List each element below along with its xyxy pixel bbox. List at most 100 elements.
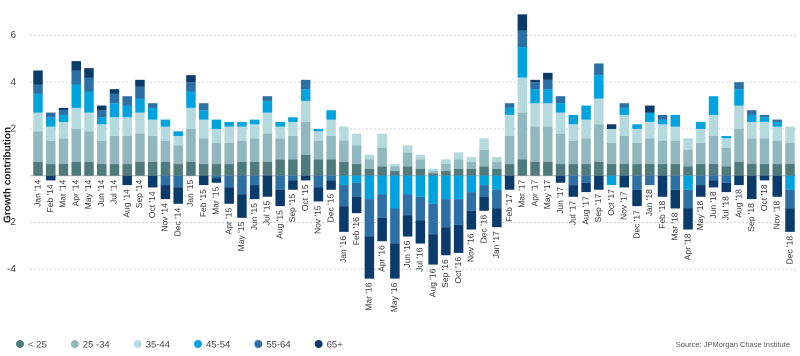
bar-segment <box>696 164 706 176</box>
bar-segment <box>402 175 413 195</box>
bar-segment <box>645 105 655 113</box>
bar-segment <box>288 175 298 181</box>
bar-segment <box>453 224 464 253</box>
bar-segment <box>288 121 298 136</box>
bar-segment <box>377 133 387 148</box>
bar-segment <box>71 128 81 162</box>
x-tick-label: Nov '17 <box>619 191 629 220</box>
bar-segment <box>581 164 591 176</box>
legend-label: 45-54 <box>206 340 230 351</box>
bar-segment <box>708 180 719 188</box>
bar-segment <box>581 175 591 183</box>
bar-segment <box>45 175 56 181</box>
bar-segment <box>645 121 655 139</box>
bar-segment <box>734 161 744 176</box>
bar-segment <box>594 161 604 176</box>
bar-segment <box>288 180 298 190</box>
bar-segment <box>262 112 273 134</box>
bar-segment <box>402 152 413 167</box>
bar-segment <box>109 103 120 118</box>
bar-segment <box>619 175 630 188</box>
bar-segment <box>619 103 630 108</box>
bar-segment <box>313 140 324 160</box>
bar-segment <box>721 166 732 176</box>
bar-segment <box>122 96 132 106</box>
bar-segment <box>249 161 260 176</box>
bar-segment <box>224 142 234 165</box>
bar-segment <box>135 133 145 162</box>
bar-segment <box>517 77 528 113</box>
x-tick-label: Jun '17 <box>555 186 565 213</box>
bar-segment <box>632 189 642 207</box>
bar-segment <box>262 175 273 197</box>
bar-segment <box>441 171 451 176</box>
bar-segment <box>594 175 604 190</box>
bar-segment <box>33 93 43 113</box>
bar-segment <box>530 161 540 176</box>
bar-segment <box>135 161 145 176</box>
bar-segment <box>135 86 145 99</box>
bar-segment <box>555 175 566 183</box>
bar-segment <box>747 121 757 139</box>
bar-segment <box>734 82 744 90</box>
bar-segment <box>160 126 171 141</box>
bar-segment <box>109 135 120 165</box>
bar-segment <box>300 154 311 176</box>
bar-segment <box>377 175 387 195</box>
bar-segment <box>198 110 209 120</box>
bar-segment <box>211 142 222 165</box>
bar-segment <box>772 119 783 122</box>
bar-segment <box>466 157 477 162</box>
bar-segment <box>479 196 489 211</box>
bar-segment <box>109 164 120 176</box>
bar-segment <box>351 164 362 176</box>
bar-segment <box>402 194 413 216</box>
bar-segment <box>173 187 183 204</box>
x-tick-label: May '17 <box>542 179 552 209</box>
bar-segment <box>696 142 706 165</box>
bar-segment <box>670 126 681 141</box>
bar-segment <box>211 175 222 179</box>
bar-segment <box>747 110 757 115</box>
bar-segment <box>734 128 744 162</box>
bar-segment <box>96 110 107 118</box>
x-tick-label: Nov '18 <box>772 201 782 230</box>
bar-segment <box>390 164 400 167</box>
bar-segment <box>364 168 375 176</box>
bar-segment <box>517 159 528 176</box>
bar-segment <box>390 175 400 209</box>
legend-label: 35-44 <box>146 340 170 351</box>
bar-segment <box>96 140 107 165</box>
bar-segment <box>288 159 298 176</box>
bar-segment <box>708 96 719 115</box>
x-tick-label: Sep '16 <box>440 259 450 288</box>
bar-segment <box>173 135 183 146</box>
bar-segment <box>568 185 579 197</box>
bar-segment <box>415 175 426 197</box>
bar-segment <box>696 121 706 129</box>
bar-segment <box>147 107 158 120</box>
x-tick-label: Jul '16 <box>415 247 425 272</box>
bar-segment <box>109 89 120 94</box>
y-tick-label: 6 <box>10 30 16 41</box>
bar-segment <box>657 124 668 141</box>
bar-segment <box>453 159 464 169</box>
bar-segment <box>581 119 591 139</box>
bar-segment <box>402 215 413 237</box>
bar-segment <box>568 124 579 141</box>
x-tick-label: Mar '15 <box>211 186 221 214</box>
bar-segment <box>683 189 693 209</box>
bar-segment <box>632 124 642 129</box>
bar-segment <box>71 84 81 108</box>
bar-segment <box>160 185 171 200</box>
bar-segment <box>122 164 132 176</box>
y-tick-label: 2 <box>10 124 16 135</box>
bar-segment <box>441 199 451 228</box>
bar-segment <box>683 175 693 190</box>
bar-segment <box>632 128 642 143</box>
bar-segment <box>492 208 502 228</box>
bar-segment <box>224 121 234 127</box>
x-tick-label: May '15 <box>236 222 246 252</box>
bar-segment <box>71 61 81 71</box>
bar-segment <box>198 175 209 186</box>
